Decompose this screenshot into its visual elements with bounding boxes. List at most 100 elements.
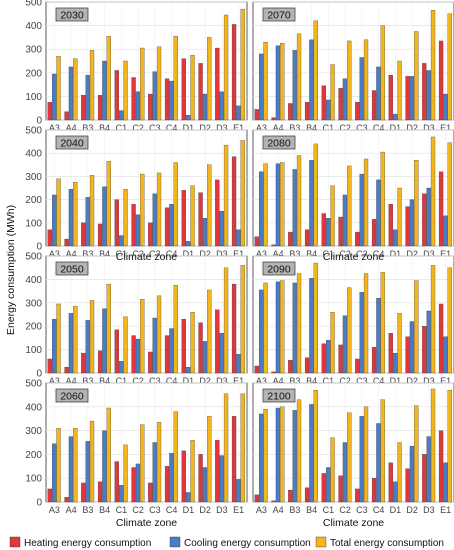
bar-heating xyxy=(231,156,237,247)
x-tick-label: D1 xyxy=(390,249,402,259)
panel-label: 2070 xyxy=(267,10,291,22)
panel-frame xyxy=(45,382,248,503)
x-tick-label: B3 xyxy=(82,249,93,259)
x-tick-label: C2 xyxy=(339,376,351,386)
bar-total xyxy=(173,285,178,374)
bar-heating xyxy=(64,497,69,503)
bar-cooling xyxy=(135,463,141,503)
x-tick-label: A4 xyxy=(273,123,284,133)
bar-total xyxy=(280,43,285,121)
panel-label-box xyxy=(55,388,89,403)
bar-heating xyxy=(254,109,259,121)
x-tick-label: B4 xyxy=(306,249,317,259)
y-tick-label: 300 xyxy=(25,426,42,437)
x-tick-label: A3 xyxy=(256,376,267,386)
bar-total xyxy=(363,273,369,374)
bar-total xyxy=(414,31,419,121)
bar-heating xyxy=(47,102,52,121)
bar-total xyxy=(296,273,302,374)
bar-cooling xyxy=(236,105,241,121)
bar-cooling xyxy=(393,113,398,121)
bar-heating xyxy=(164,78,170,121)
legend-label: Total energy consumption xyxy=(330,538,444,549)
panel-frame xyxy=(252,255,454,374)
bar-heating xyxy=(321,213,326,247)
x-tick-label: C2 xyxy=(132,123,144,133)
bar-heating xyxy=(338,344,343,374)
bar-total xyxy=(106,407,111,503)
x-tick-label: C3 xyxy=(356,249,368,259)
bar-heating xyxy=(355,102,360,121)
bar-total xyxy=(190,185,195,247)
bar-cooling xyxy=(359,57,364,121)
bar-cooling xyxy=(85,441,90,503)
x-tick-label: D1 xyxy=(390,123,402,133)
bar-cooling xyxy=(292,282,297,374)
bar-cooling xyxy=(119,485,124,503)
bar-cooling xyxy=(68,436,74,503)
bar-cooling xyxy=(275,407,281,503)
bar-total xyxy=(223,393,229,503)
bar-cooling xyxy=(443,462,448,503)
y-tick-label: 200 xyxy=(25,450,42,461)
bar-heating xyxy=(422,454,427,503)
bar-total xyxy=(190,439,195,503)
bar-total xyxy=(156,295,162,374)
bar-cooling xyxy=(119,235,124,247)
bar-total xyxy=(56,178,61,247)
bar-cooling xyxy=(68,189,74,247)
bar-total xyxy=(140,173,145,247)
panel-frame xyxy=(45,1,248,121)
bar-cooling xyxy=(275,281,281,374)
x-tick-label: D3 xyxy=(216,505,228,515)
y-tick-label: 400 xyxy=(25,402,42,413)
bar-cooling xyxy=(409,199,415,247)
bar-cooling xyxy=(52,73,57,121)
x-tick-label: C1 xyxy=(116,123,128,133)
bar-total xyxy=(313,143,318,247)
bar-cooling xyxy=(52,443,57,503)
bar-total xyxy=(156,172,162,247)
x-tick-label: B3 xyxy=(289,376,300,386)
bar-heating xyxy=(148,351,153,374)
bar-heating xyxy=(81,482,86,503)
bar-cooling xyxy=(152,193,157,247)
bar-heating xyxy=(405,206,410,247)
bar-heating xyxy=(198,63,203,121)
bar-cooling xyxy=(85,197,90,247)
bar-cooling xyxy=(326,467,331,503)
x-tick-label: A4 xyxy=(66,505,77,515)
y-tick-label: 200 xyxy=(25,322,42,333)
bar-cooling xyxy=(119,361,124,374)
bar-cooling xyxy=(202,93,208,121)
bar-total xyxy=(363,158,369,247)
bar-total xyxy=(190,54,195,121)
bar-heating xyxy=(164,466,170,503)
x-tick-label: C3 xyxy=(149,249,161,259)
bar-cooling xyxy=(342,315,348,374)
bar-heating xyxy=(114,329,119,374)
bar-total xyxy=(347,412,352,503)
bar-heating xyxy=(97,95,103,121)
x-tick-label: C4 xyxy=(373,123,385,133)
bar-heating xyxy=(304,102,310,121)
bar-total xyxy=(380,151,385,247)
x-tick-label: C4 xyxy=(166,123,178,133)
bar-total xyxy=(123,316,128,374)
x-tick-label: B3 xyxy=(289,249,300,259)
bar-cooling xyxy=(359,292,364,374)
bar-cooling xyxy=(326,340,331,374)
bar-heating xyxy=(64,366,69,374)
x-tick-label: C4 xyxy=(166,376,178,386)
y-tick-label: 500 xyxy=(25,0,42,9)
bar-total xyxy=(414,405,419,503)
bar-heating xyxy=(131,335,136,374)
y-tick-label: 400 xyxy=(25,21,42,32)
bar-total xyxy=(89,300,95,374)
panel-label-box xyxy=(55,261,89,276)
bar-heating xyxy=(81,352,86,374)
y-tick-label: 400 xyxy=(25,275,42,286)
bar-cooling xyxy=(186,115,191,121)
bar-cooling xyxy=(376,66,381,121)
bar-cooling xyxy=(409,76,415,121)
